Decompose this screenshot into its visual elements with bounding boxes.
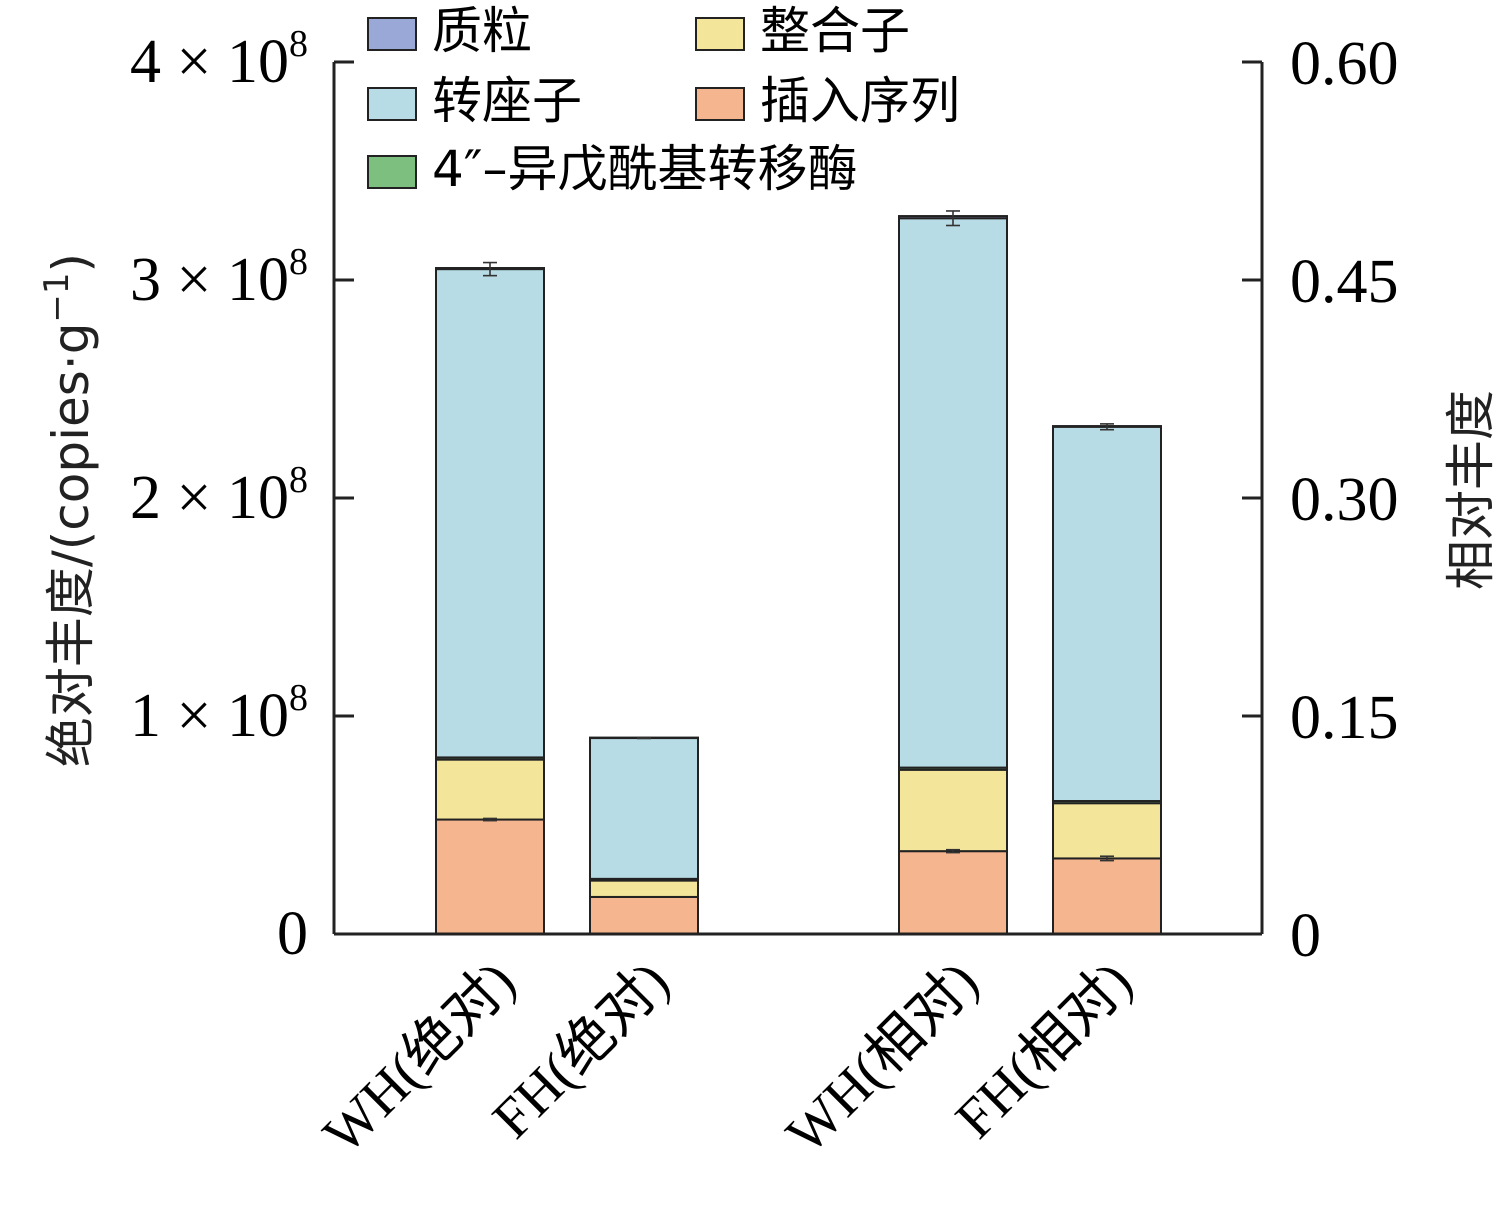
left-tick-label: 3 × 108 [130,241,308,314]
left-tick-exponent: 8 [289,23,308,65]
right-tick-label: 0.45 [1290,248,1399,316]
left-tick-exponent: 8 [289,459,308,501]
left-tick-exponent: 8 [289,241,308,283]
error-bar-4-2 [1100,855,1114,862]
left-tick-label: 2 × 108 [130,459,308,532]
legend-entry-3: 转座子 [367,72,582,130]
bar-segment-2-series-1 [589,895,699,936]
left-tick-mantissa: 2 × 10 [130,464,289,532]
bar-segment-1-series-2 [435,758,545,821]
left-tick-label: 4 × 108 [130,23,308,96]
right-axis-title: 相对丰度 [1442,390,1500,590]
left-tick-mantissa: 1 × 10 [130,682,289,750]
left-tick-label: 1 × 108 [130,677,308,750]
error-bar-1-1 [483,261,497,277]
bar-segment-3-series-4 [898,217,1008,769]
right-tick-label: 0.15 [1290,684,1399,752]
left-axis-title: 绝对丰度/(copies·g−1) [37,253,100,767]
right-tick-label: 0.30 [1290,466,1399,534]
legend-entry-2: 整合子 [695,2,910,60]
legend-swatch [695,87,745,121]
bar-segment-3-series-2 [898,768,1008,853]
legend-swatch [695,17,745,51]
legend-label: 4″–异戊酰基转移酶 [432,140,858,198]
left-tick-mantissa: 3 × 10 [130,246,289,314]
legend-label: 转座子 [432,72,582,130]
bar-segment-4-series-4 [1052,425,1162,803]
category-label-1: WH(绝对) [312,950,527,1165]
bar-segment-2-series-2 [589,879,699,898]
right-tick-label: 0 [1290,902,1321,970]
legend-swatch [367,17,417,51]
error-bar-4-1 [1100,423,1114,431]
left-tick-mantissa: 4 × 10 [130,28,289,96]
left-axis-title-sup: −1 [37,272,77,322]
legend-label: 质粒 [432,2,532,60]
legend-entry-1: 质粒 [367,2,532,60]
legend-entry-5: 4″–异戊酰基转移酶 [367,140,858,198]
axes-layer [332,60,1264,936]
bar-segment-1-series-1 [435,818,545,935]
legend-entry-4: 插入序列 [695,72,960,130]
bars-layer [435,210,1162,936]
error-bar-1-2 [483,817,497,822]
bar-segment-3-series-1 [898,850,1008,935]
legend-label: 插入序列 [760,72,960,130]
legend-swatch [367,87,417,121]
bar-segment-1-series-4 [435,268,545,759]
category-label-3: WH(相对) [775,950,990,1165]
bar-segment-4-series-2 [1052,802,1162,860]
bar-segment-4-series-1 [1052,857,1162,936]
error-bar-3-1 [946,210,960,227]
left-axis-title-main: 绝对丰度/(copies·g [42,323,100,768]
legend-swatch [367,155,417,189]
bar-segment-2-series-4 [589,737,699,880]
left-tick-mantissa: 0 [277,900,308,968]
left-tick-exponent: 8 [289,677,308,719]
error-bar-3-2 [946,848,960,854]
legend-label: 整合子 [760,2,910,60]
error-bar-2-1 [637,736,651,740]
left-axis-title-close: ) [42,253,100,273]
left-tick-label: 0 [277,900,308,968]
right-tick-label: 0.60 [1290,30,1399,98]
